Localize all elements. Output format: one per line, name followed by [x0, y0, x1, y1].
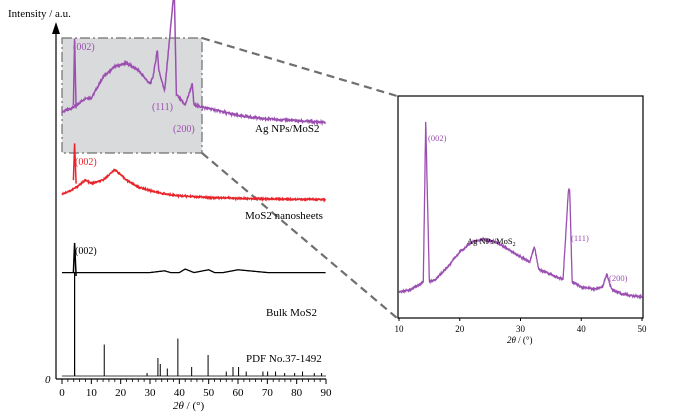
inset-x-ticks: 10 20 30 40 50 [395, 318, 648, 334]
x-tick-label: 20 [115, 387, 127, 399]
inset-frame [397, 95, 644, 319]
x-tick-label: 50 [203, 387, 215, 399]
series-line-bulk-mos2 [62, 268, 326, 274]
x-tick-label: 0 [59, 387, 65, 399]
mos2-peak-002-label: (002) [75, 157, 97, 168]
inset-x-tick-label: 10 [395, 324, 405, 334]
main-origin-label: 0 [45, 374, 51, 386]
main-x-ticks: 0 10 20 30 40 50 60 70 80 90 [59, 379, 332, 399]
peak-002-spike [72, 242, 77, 277]
label-pdf-reference: PDF No.37-1492 [246, 353, 322, 365]
inset-peak-111-label: (111) [571, 233, 589, 243]
reference-pattern-bars [103, 338, 323, 376]
inset-x-tick-label: 40 [577, 324, 587, 334]
x-tick-label: 70 [262, 387, 274, 399]
x-tick-label: 60 [233, 387, 245, 399]
zoom-connector-bottom [201, 152, 398, 319]
main-x-minor-ticks [67, 379, 321, 382]
inset-x-tick-label: 20 [455, 324, 465, 334]
inset-peak-002-label: (002) [428, 133, 447, 143]
x-tick-label: 40 [174, 387, 186, 399]
ag-peak-002-label: (002) [73, 42, 95, 53]
x-tick-label: 90 [321, 387, 333, 399]
label-mos2-nanosheets: MoS2 nanosheets [245, 210, 323, 222]
inset-series-line-ag-nps-mos2 [398, 121, 643, 300]
inset-peak-200-label: (200) [609, 273, 628, 283]
bulk-peak-002-label: (002) [75, 246, 97, 257]
ag-peak-200-label: (200) [173, 124, 195, 135]
label-ag-nps-mos2: Ag NPs/MoS2 [255, 123, 320, 135]
y-axis-arrow [52, 22, 60, 34]
x-tick-label: 80 [291, 387, 303, 399]
ag-peak-111-label: (111) [152, 102, 173, 113]
inset-x-tick-label: 50 [638, 324, 648, 334]
zoom-connector-top [201, 36, 398, 98]
zoom-highlight-region [61, 37, 203, 154]
x-tick-label: 10 [86, 387, 98, 399]
inset-series-label: Ag NPs/MoS2 [467, 236, 516, 248]
label-bulk-mos2: Bulk MoS2 [266, 307, 317, 319]
main-y-axis-label: Intensity / a.u. [8, 8, 71, 20]
main-x-axis-label: 2θ / (°) [173, 400, 205, 412]
peak-002-spike [72, 38, 77, 109]
series-line-ag-nps-mos2 [61, 0, 327, 127]
inset-x-axis-label: 2θ / (°) [507, 335, 533, 345]
x-tick-label: 30 [145, 387, 157, 399]
inset-x-tick-label: 30 [516, 324, 526, 334]
peak-002-spike [72, 143, 77, 184]
series-line-mos2-nanosheets [61, 167, 327, 203]
